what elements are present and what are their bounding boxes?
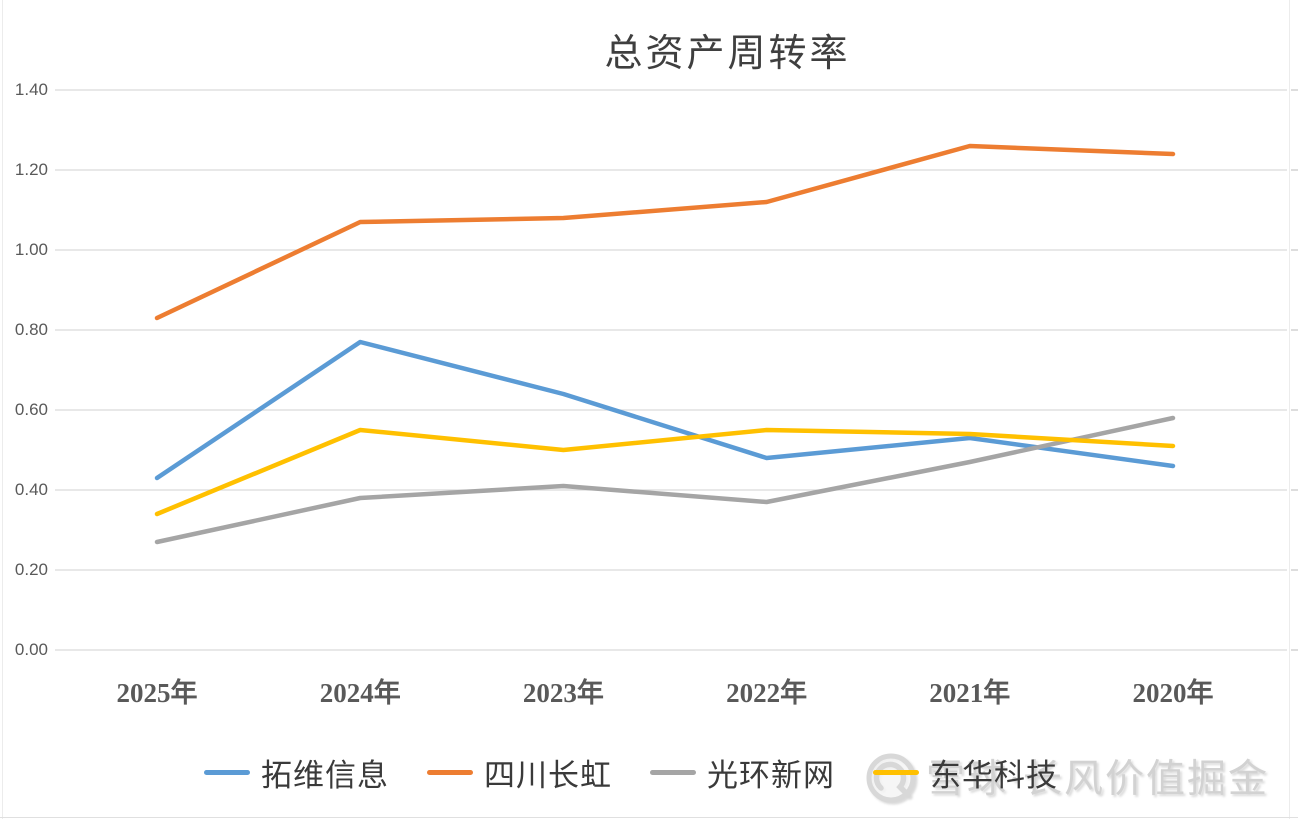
x-axis-label: 2022年 xyxy=(726,678,808,708)
series-line-东华科技 xyxy=(154,427,1176,517)
chart-legend: 拓维信息 四川长虹 光环新网 东华科技 xyxy=(0,748,1262,796)
y-axis-label: 1.40 xyxy=(14,80,48,99)
legend-item-拓维信息: 拓维信息 xyxy=(204,750,389,795)
legend-line-marker-icon xyxy=(204,769,250,775)
legend-item-光环新网: 光环新网 xyxy=(650,750,835,795)
x-axis-label: 2020年 xyxy=(1132,678,1214,708)
right-frame-border xyxy=(1289,0,1290,819)
y-axis-label: 1.20 xyxy=(14,160,48,179)
y-axis-label: 0.60 xyxy=(14,400,48,419)
y-axis-label: 0.80 xyxy=(14,320,48,339)
x-axis-label: 2021年 xyxy=(929,678,1011,708)
legend-item-东华科技: 东华科技 xyxy=(873,750,1058,795)
series-line-拓维信息 xyxy=(154,339,1176,481)
legend-line-marker-icon xyxy=(650,769,696,775)
legend-line-marker-icon xyxy=(873,769,919,775)
legend-label: 四川长虹 xyxy=(484,757,612,793)
legend-label: 东华科技 xyxy=(930,757,1058,793)
series-line-光环新网 xyxy=(154,415,1176,545)
y-axis-label: 1.00 xyxy=(14,240,48,259)
legend-label: 拓维信息 xyxy=(261,757,389,793)
x-axis-label: 2025年 xyxy=(116,678,198,708)
left-frame-border xyxy=(2,0,3,819)
series-line-四川长虹 xyxy=(154,143,1176,321)
y-axis-label: 0.00 xyxy=(14,640,48,659)
y-axis-label: 0.40 xyxy=(14,480,48,499)
y-axis-label: 0.20 xyxy=(14,560,48,579)
legend-line-marker-icon xyxy=(427,769,473,775)
bottom-frame-border xyxy=(0,817,1298,818)
legend-item-四川长虹: 四川长虹 xyxy=(427,750,612,795)
legend-label: 光环新网 xyxy=(707,757,835,793)
x-axis-label: 2023年 xyxy=(522,678,604,708)
x-axis-label: 2024年 xyxy=(319,678,401,708)
chart-title: 总资产周转率 xyxy=(604,33,851,75)
